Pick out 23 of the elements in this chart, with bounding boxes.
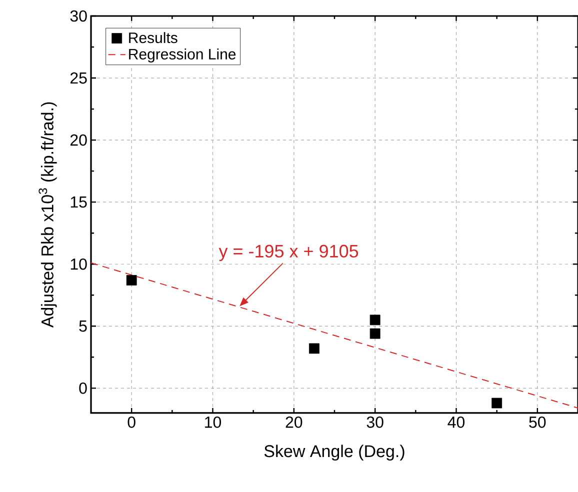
point [492,398,502,408]
y-tick-label: 20 [70,134,87,146]
x-tick-label: 20 [286,416,302,428]
y-tick-label: 25 [70,72,87,84]
x-tick-label: 30 [366,416,384,428]
point [309,343,320,354]
x-tick-label: 40 [448,416,465,428]
x-axis-title: Skew Angle (Deg.) [264,444,404,461]
x-tick-label: 10 [205,416,222,428]
x-tick-label: 50 [529,416,546,428]
annotation: y = -195 x + 9105 [218,244,358,262]
y-tick-label: 30 [70,10,87,22]
point [370,314,380,326]
y-tick-label: 15 [70,196,87,208]
point [126,275,137,286]
legend-label: Results [129,32,178,44]
y-tick-label: 10 [70,258,87,270]
point [370,328,380,339]
x-tick-label: 0 [128,416,136,428]
y-tick-label: 0 [79,382,87,394]
y-axis-title: Adjusted Rkb x10$^{3}$ (kip.ft/rad.) [38,102,57,328]
legend-label: Regression Line [129,48,236,62]
y-tick-label: 5 [79,320,87,332]
